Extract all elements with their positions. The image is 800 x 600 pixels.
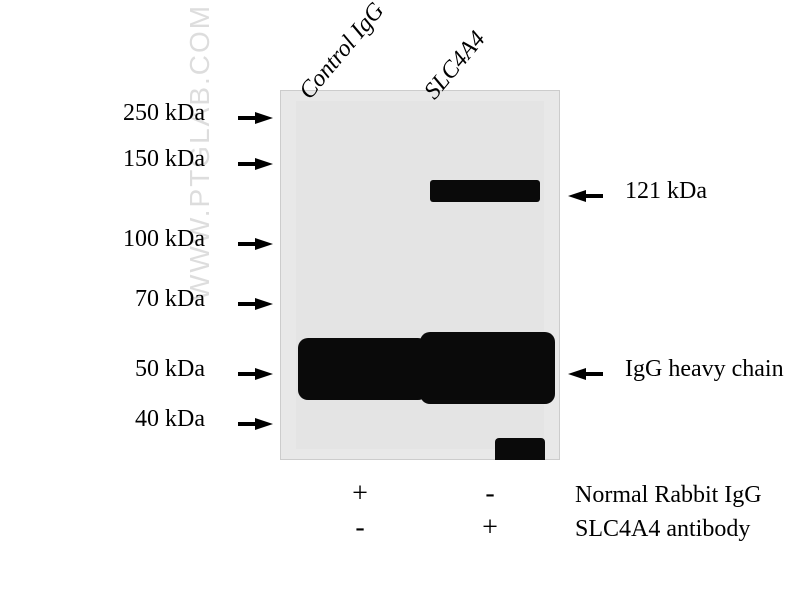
- condition-label-normal-igg: Normal Rabbit IgG: [575, 482, 762, 509]
- marker-arrow-icon: [255, 238, 273, 250]
- marker-arrow-icon: [255, 112, 273, 124]
- band-igg-hc-ctrl: [298, 338, 428, 400]
- result-label-igg-hc: IgG heavy chain: [625, 356, 784, 383]
- band-igg-hc-slc4a4: [420, 332, 555, 404]
- western-blot-figure: WWW.PTGLAB.COM Control IgG SLC4A4 250 kD…: [0, 0, 800, 600]
- result-arrow-icon: [568, 368, 586, 380]
- condition-label-slc4a4-ab: SLC4A4 antibody: [575, 516, 750, 543]
- band-lower-partial: [495, 438, 545, 460]
- marker-250: 250 kDa: [95, 100, 205, 127]
- marker-arrow-icon: [255, 158, 273, 170]
- result-label-121kda: 121 kDa: [625, 178, 707, 205]
- marker-150: 150 kDa: [95, 146, 205, 173]
- marker-arrow-icon: [255, 418, 273, 430]
- condition-value: +: [475, 512, 505, 544]
- condition-value: -: [345, 512, 375, 544]
- marker-50: 50 kDa: [110, 356, 205, 383]
- band-target-121kda: [430, 180, 540, 202]
- marker-40: 40 kDa: [110, 406, 205, 433]
- condition-value: -: [475, 478, 505, 510]
- marker-100: 100 kDa: [95, 226, 205, 253]
- condition-value: +: [345, 478, 375, 510]
- marker-arrow-icon: [255, 368, 273, 380]
- result-arrow-icon: [568, 190, 586, 202]
- marker-70: 70 kDa: [110, 286, 205, 313]
- blot-membrane: [280, 90, 560, 460]
- marker-arrow-icon: [255, 298, 273, 310]
